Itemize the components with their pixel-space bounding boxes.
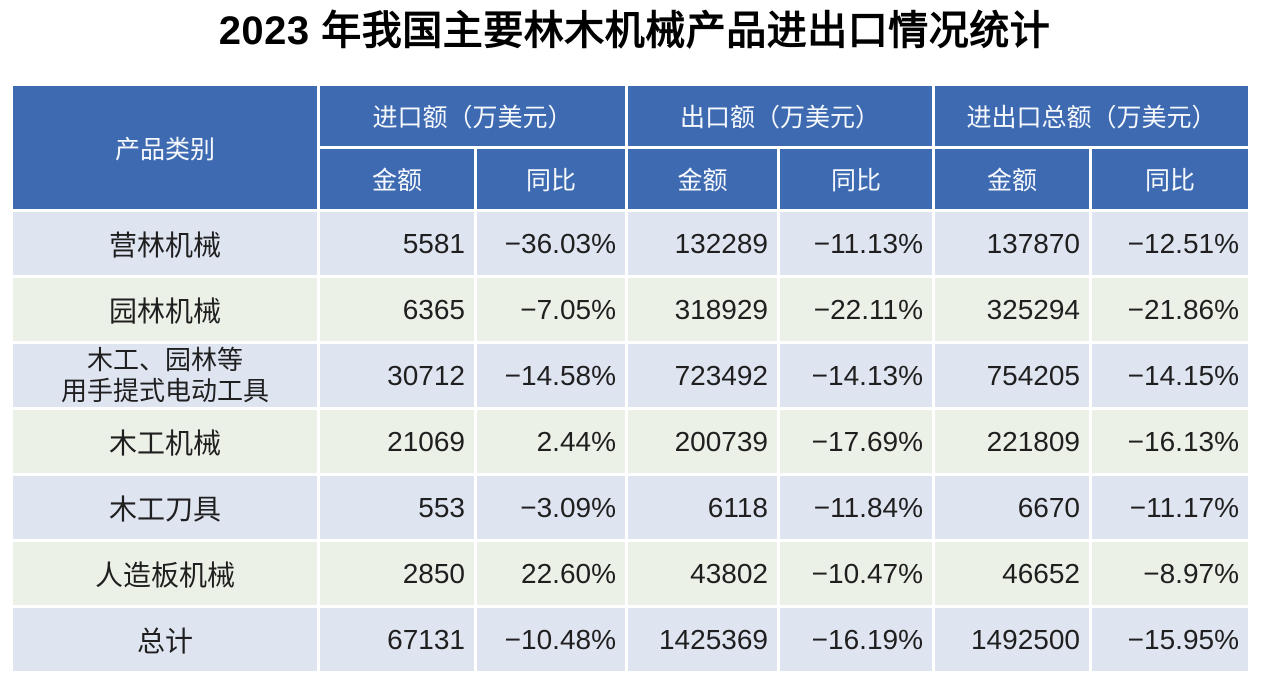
export-amount-cell: 1425369 (628, 608, 777, 671)
col-header-product: 产品类别 (13, 86, 317, 209)
table-row: 木工、园林等 用手提式电动工具 30712 −14.58% 723492 −14… (13, 344, 1248, 407)
table-body: 营林机械 5581 −36.03% 132289 −11.13% 137870 … (13, 212, 1248, 671)
import-amount-cell: 6365 (320, 278, 474, 341)
export-yoy-cell: −17.69% (780, 410, 932, 473)
total-yoy-cell: −11.17% (1092, 476, 1248, 539)
subheader-export-yoy: 同比 (780, 149, 932, 209)
export-yoy-cell: −11.13% (780, 212, 932, 275)
product-cell: 园林机械 (13, 278, 317, 341)
total-amount-cell: 754205 (935, 344, 1089, 407)
import-amount-cell: 2850 (320, 542, 474, 605)
table-row: 营林机械 5581 −36.03% 132289 −11.13% 137870 … (13, 212, 1248, 275)
total-amount-cell: 221809 (935, 410, 1089, 473)
table-header: 产品类别 进口额（万美元） 出口额（万美元） 进出口总额（万美元） 金额 同比 … (13, 86, 1248, 209)
total-yoy-cell: −8.97% (1092, 542, 1248, 605)
total-yoy-cell: −16.13% (1092, 410, 1248, 473)
export-yoy-cell: −16.19% (780, 608, 932, 671)
subheader-export-amount: 金额 (628, 149, 777, 209)
product-cell: 木工刀具 (13, 476, 317, 539)
import-export-stat-table: 产品类别 进口额（万美元） 出口额（万美元） 进出口总额（万美元） 金额 同比 … (10, 83, 1251, 674)
product-cell: 人造板机械 (13, 542, 317, 605)
total-amount-cell: 6670 (935, 476, 1089, 539)
total-amount-cell: 325294 (935, 278, 1089, 341)
import-yoy-cell: −10.48% (477, 608, 625, 671)
import-amount-cell: 67131 (320, 608, 474, 671)
total-amount-cell: 137870 (935, 212, 1089, 275)
import-amount-cell: 30712 (320, 344, 474, 407)
export-yoy-cell: −11.84% (780, 476, 932, 539)
subheader-total-yoy: 同比 (1092, 149, 1248, 209)
export-amount-cell: 723492 (628, 344, 777, 407)
import-yoy-cell: −3.09% (477, 476, 625, 539)
col-group-total: 进出口总额（万美元） (935, 86, 1248, 146)
import-yoy-cell: 2.44% (477, 410, 625, 473)
total-yoy-cell: −15.95% (1092, 608, 1248, 671)
subheader-import-yoy: 同比 (477, 149, 625, 209)
import-amount-cell: 21069 (320, 410, 474, 473)
table-row: 人造板机械 2850 22.60% 43802 −10.47% 46652 −8… (13, 542, 1248, 605)
total-row: 总计 67131 −10.48% 1425369 −16.19% 1492500… (13, 608, 1248, 671)
import-yoy-cell: −7.05% (477, 278, 625, 341)
total-amount-cell: 1492500 (935, 608, 1089, 671)
page-title: 2023 年我国主要林木机械产品进出口情况统计 (218, 9, 1051, 53)
import-amount-cell: 5581 (320, 212, 474, 275)
export-amount-cell: 200739 (628, 410, 777, 473)
export-amount-cell: 132289 (628, 212, 777, 275)
export-yoy-cell: −14.13% (780, 344, 932, 407)
import-yoy-cell: 22.60% (477, 542, 625, 605)
product-cell: 营林机械 (13, 212, 317, 275)
header-sub-row: 金额 同比 金额 同比 金额 同比 (13, 149, 1248, 209)
subheader-import-amount: 金额 (320, 149, 474, 209)
header-group-row: 产品类别 进口额（万美元） 出口额（万美元） 进出口总额（万美元） (13, 86, 1248, 209)
table-row: 木工刀具 553 −3.09% 6118 −11.84% 6670 −11.17… (13, 476, 1248, 539)
col-group-import: 进口额（万美元） (320, 86, 625, 146)
total-yoy-cell: −21.86% (1092, 278, 1248, 341)
export-amount-cell: 6118 (628, 476, 777, 539)
col-group-export: 出口额（万美元） (628, 86, 932, 146)
table-row: 木工机械 21069 2.44% 200739 −17.69% 221809 −… (13, 410, 1248, 473)
product-cell: 木工机械 (13, 410, 317, 473)
total-yoy-cell: −12.51% (1092, 212, 1248, 275)
export-amount-cell: 318929 (628, 278, 777, 341)
subheader-total-amount: 金额 (935, 149, 1089, 209)
export-yoy-cell: −22.11% (780, 278, 932, 341)
table-row: 园林机械 6365 −7.05% 318929 −22.11% 325294 −… (13, 278, 1248, 341)
import-yoy-cell: −14.58% (477, 344, 625, 407)
total-amount-cell: 46652 (935, 542, 1089, 605)
export-amount-cell: 43802 (628, 542, 777, 605)
product-cell: 木工、园林等 用手提式电动工具 (13, 344, 317, 407)
total-yoy-cell: −14.15% (1092, 344, 1248, 407)
import-yoy-cell: −36.03% (477, 212, 625, 275)
import-amount-cell: 553 (320, 476, 474, 539)
product-cell: 总计 (13, 608, 317, 671)
export-yoy-cell: −10.47% (780, 542, 932, 605)
